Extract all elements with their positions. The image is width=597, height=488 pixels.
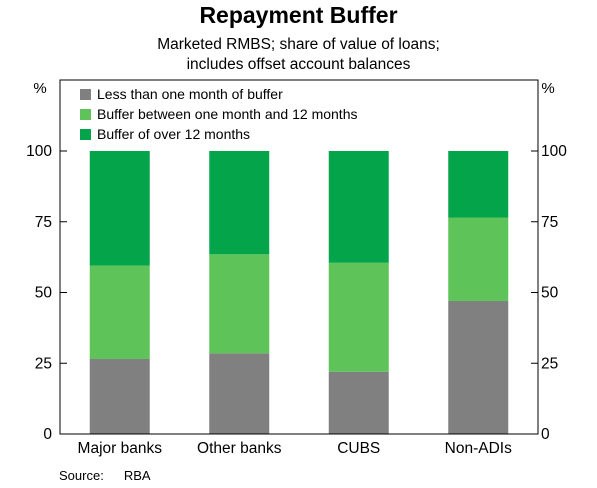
bar-3-series-2 [448, 151, 509, 218]
legend-swatch-1 [80, 109, 91, 120]
legend-label-2: Buffer of over 12 months [97, 126, 250, 142]
left-axis-unit-label: % [33, 80, 46, 97]
bar-2-series-0 [328, 371, 389, 434]
x-tick-label: Non-ADIs [445, 440, 512, 457]
source-note: Source: RBA [59, 468, 151, 483]
legend-swatch-0 [80, 89, 91, 100]
left-tick-label: 0 [43, 426, 52, 443]
right-tick-label: 0 [541, 426, 550, 443]
right-tick-label: 100 [541, 143, 567, 160]
bar-2-series-2 [328, 151, 389, 263]
left-tick-label: 75 [35, 214, 52, 231]
bar-1-series-0 [209, 353, 270, 434]
left-tick-label: 25 [35, 355, 52, 372]
bar-2-series-1 [328, 262, 389, 372]
right-tick-label: 50 [541, 285, 559, 302]
chart-title: Repayment Buffer [199, 2, 398, 28]
bars-group: Major banks Other banks CUBS Non-ADIs [78, 151, 512, 457]
bar-0-series-0 [89, 359, 150, 434]
source-name: RBA [123, 468, 151, 483]
right-tick-label: 75 [541, 214, 558, 231]
right-tick-label: 25 [541, 355, 558, 372]
source-label: Source: [59, 468, 104, 483]
x-tick-label: Major banks [78, 440, 163, 457]
x-tick-label: CUBS [337, 440, 380, 457]
bar-0-series-1 [89, 265, 150, 360]
legend-label-0: Less than one month of buffer [97, 86, 283, 102]
chart-subtitle-line-2: includes offset account balances [186, 56, 411, 73]
chart-subtitle-line-1: Marketed RMBS; share of value of loans; [157, 36, 440, 53]
plot-frame [59, 79, 539, 435]
right-axis-unit-label: % [541, 80, 554, 97]
bar-0-series-2 [89, 151, 150, 266]
axis-ticks: 0 0 25 25 50 50 75 75 100 100 [26, 143, 567, 443]
bar-3-series-1 [448, 217, 509, 301]
bar-1-series-1 [209, 254, 270, 354]
legend-swatch-2 [80, 129, 91, 140]
bar-3-series-0 [448, 300, 509, 434]
x-tick-label: Other banks [197, 440, 282, 457]
left-tick-label: 50 [35, 285, 53, 302]
bar-1-series-2 [209, 151, 270, 255]
legend-label-1: Buffer between one month and 12 months [97, 106, 357, 122]
legend: Less than one month of buffer Buffer betw… [80, 86, 357, 142]
left-tick-label: 100 [26, 143, 52, 160]
